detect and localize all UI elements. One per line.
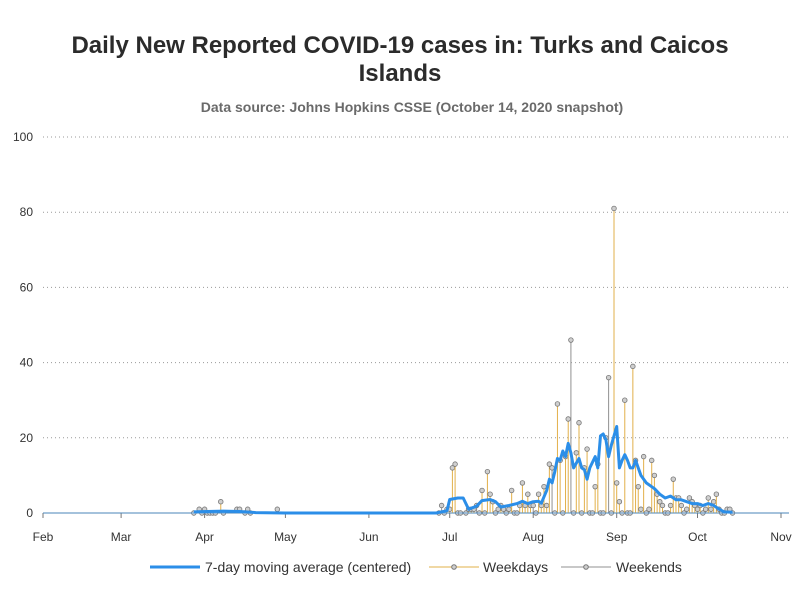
legend: 7-day moving average (centered) Weekdays… — [150, 559, 682, 575]
y-tick-label-60: 60 — [20, 280, 34, 294]
x-tick-label-mar: Mar — [111, 530, 132, 544]
weekends-point — [605, 374, 612, 381]
chart-title-line-2: Islands — [359, 60, 442, 87]
weekdays-point — [616, 499, 623, 505]
weekdays-point — [584, 446, 590, 452]
weekends-point — [549, 465, 555, 471]
legend-weekends-marker — [583, 564, 589, 570]
weekdays-point — [479, 487, 485, 494]
weekdays-point — [541, 483, 547, 490]
weekdays-series — [196, 205, 736, 516]
y-tick-label-0: 0 — [26, 506, 33, 520]
legend-weekdays-marker — [451, 564, 457, 570]
y-gridlines — [43, 136, 789, 439]
weekdays-point — [508, 487, 515, 494]
weekdays-point — [651, 472, 658, 479]
legend-weekends-label: Weekends — [616, 559, 682, 575]
x-tick-label-jul: Jul — [442, 530, 457, 544]
weekends-point — [646, 506, 652, 512]
x-tick-label-nov: Nov — [770, 530, 791, 544]
weekdays-point — [452, 461, 458, 467]
x-tick-label-apr: Apr — [195, 530, 214, 544]
weekdays-point — [705, 495, 711, 501]
chart-title-line-1: Daily New Reported COVID-19 cases in: Tu… — [71, 32, 728, 59]
weekends-point — [702, 506, 709, 512]
weekends-series — [191, 337, 728, 516]
moving-average-line — [193, 425, 733, 515]
weekends-point — [684, 506, 690, 512]
weekdays-point — [611, 205, 617, 212]
weekends-point — [530, 502, 536, 509]
legend-weekdays-label: Weekdays — [483, 559, 548, 575]
y-tick-label-100: 100 — [13, 130, 33, 144]
y-axis: 0 20 40 60 80 100 — [13, 130, 33, 520]
legend-moving-average-label: 7-day moving average (centered) — [205, 559, 411, 575]
weekdays-point — [576, 420, 582, 426]
weekdays-point — [659, 502, 666, 509]
weekdays-point — [622, 397, 628, 403]
weekdays-point — [678, 502, 685, 509]
x-tick-label-aug: Aug — [523, 530, 544, 544]
weekdays-point — [573, 450, 579, 456]
x-axis: Feb Mar Apr May Jun Jul Aug Sep Oct Nov — [33, 512, 792, 544]
weekdays-point — [635, 483, 641, 490]
chart-subtitle: Data source: Johns Hopkins CSSE (October… — [201, 99, 623, 115]
weekdays-point — [630, 363, 636, 370]
weekdays-point — [554, 401, 561, 407]
weekdays-point — [535, 491, 542, 497]
weekdays-point — [546, 461, 553, 467]
weekdays-point — [274, 506, 281, 512]
y-tick-label-80: 80 — [20, 205, 34, 219]
weekdays-point — [592, 483, 598, 490]
weekends-point — [438, 502, 445, 509]
x-tick-label-oct: Oct — [688, 530, 707, 544]
x-tick-label-may: May — [274, 530, 297, 544]
weekdays-point — [657, 499, 663, 505]
weekdays-point — [614, 480, 620, 486]
weekdays-point — [638, 506, 644, 512]
weekends-point — [495, 506, 501, 512]
weekdays-point — [519, 480, 526, 486]
x-tick-label-jun: Jun — [359, 530, 378, 544]
weekdays-point — [565, 416, 571, 422]
weekends-point — [568, 337, 574, 343]
y-tick-label-20: 20 — [20, 431, 34, 445]
weekdays-point — [686, 495, 693, 501]
weekdays-point — [640, 453, 647, 460]
weekdays-point — [218, 499, 224, 505]
x-tick-label-feb: Feb — [33, 530, 54, 544]
weekdays-point — [506, 506, 512, 512]
y-tick-label-40: 40 — [20, 356, 34, 370]
weekdays-point — [487, 491, 493, 497]
weekdays-point — [710, 499, 717, 505]
moving-average-series — [43, 425, 789, 515]
weekdays-point — [649, 457, 655, 464]
weekdays-point — [670, 476, 676, 482]
weekdays-point — [708, 506, 714, 512]
weekdays-point — [667, 502, 674, 509]
weekdays-point — [484, 468, 491, 475]
weekdays-point — [525, 491, 531, 497]
x-tick-label-sep: Sep — [606, 530, 628, 544]
weekdays-point — [543, 502, 550, 509]
weekdays-point — [713, 491, 720, 497]
